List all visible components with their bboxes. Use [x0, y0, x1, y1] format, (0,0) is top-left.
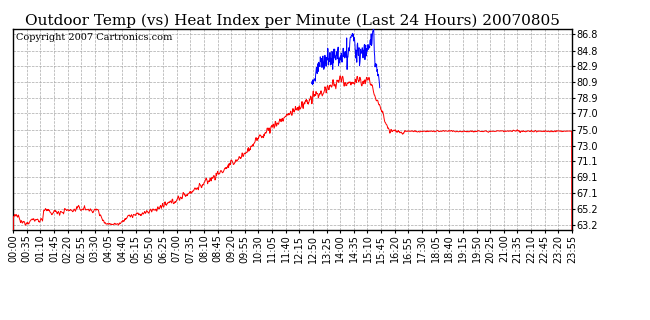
Title: Outdoor Temp (vs) Heat Index per Minute (Last 24 Hours) 20070805: Outdoor Temp (vs) Heat Index per Minute … [25, 13, 560, 28]
Text: Copyright 2007 Cartronics.com: Copyright 2007 Cartronics.com [16, 33, 172, 42]
